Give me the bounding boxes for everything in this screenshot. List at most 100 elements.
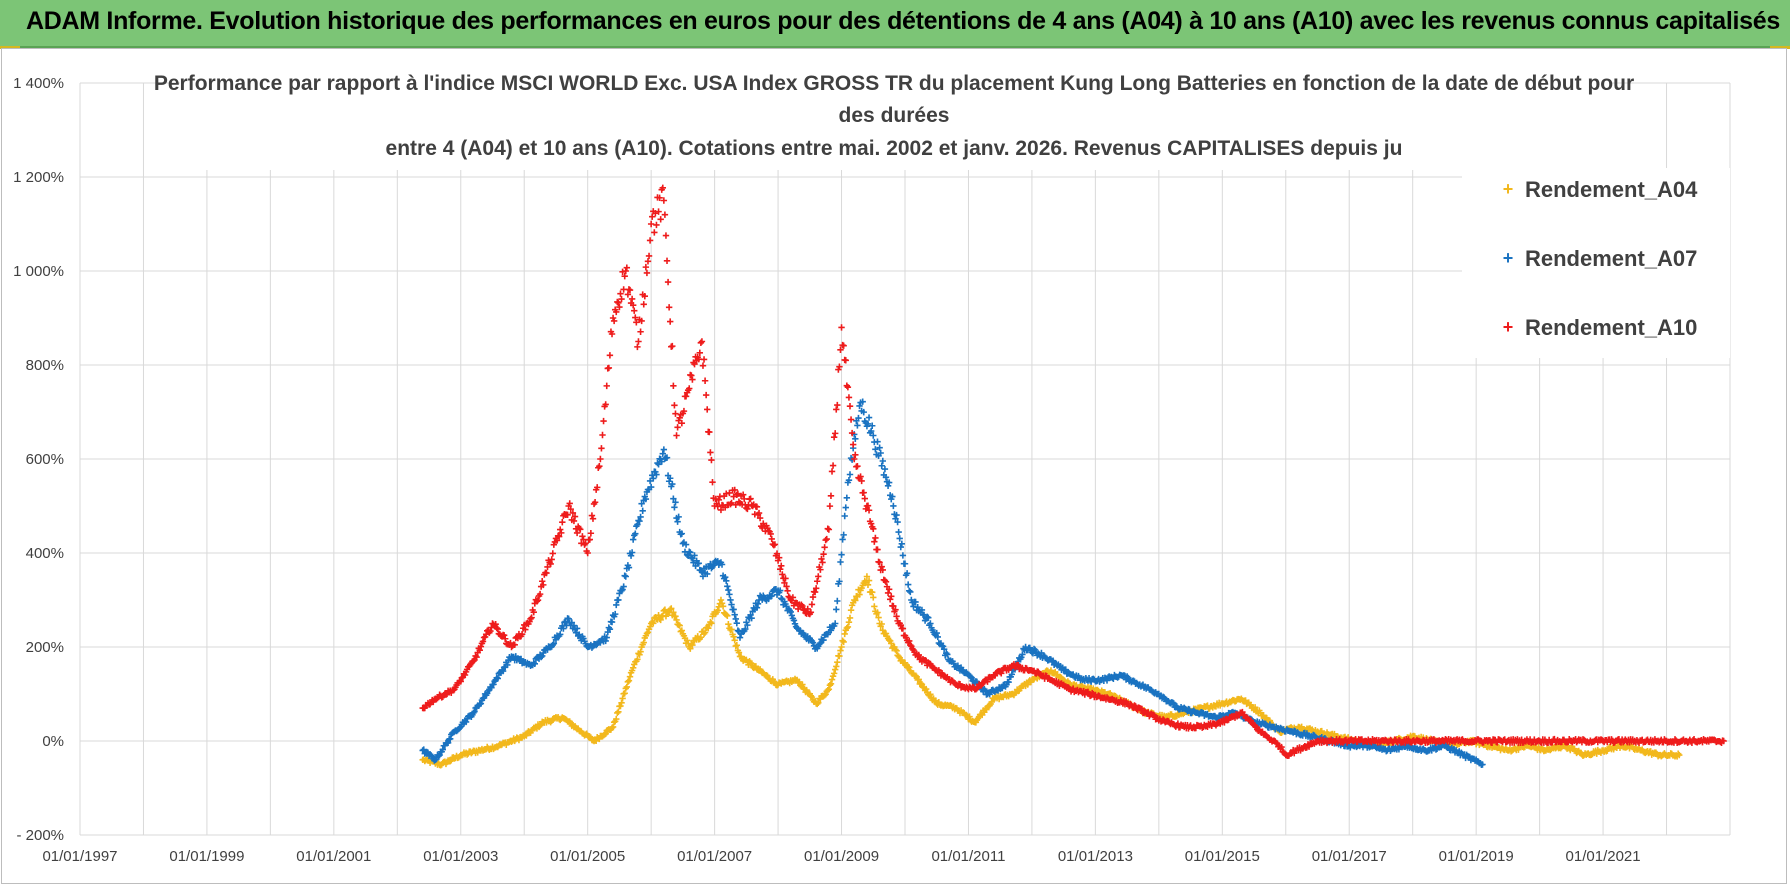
data-point-interp — [824, 687, 831, 694]
data-point-interp — [704, 570, 711, 578]
data-point-interp — [666, 475, 674, 482]
data-point-interp — [874, 609, 881, 616]
data-point-interp — [1150, 711, 1157, 718]
data-point-interp — [907, 588, 914, 596]
data-point-interp — [539, 652, 546, 660]
data-point-interp — [631, 307, 638, 314]
data-point-interp — [671, 402, 678, 409]
data-point-interp — [629, 301, 637, 309]
data-point-interp — [944, 651, 951, 658]
data-point-interp — [701, 629, 709, 636]
data-point-interp — [619, 586, 626, 593]
data-point-interp — [547, 560, 554, 568]
data-point-interp — [833, 406, 840, 413]
data-point-interp — [789, 594, 797, 601]
data-point-interp — [526, 618, 533, 625]
data-point-interp — [691, 552, 698, 559]
data-point-interp — [540, 581, 547, 589]
y-tick-label: 400% — [26, 545, 64, 562]
data-point-interp — [644, 258, 652, 265]
data-point-interp — [476, 646, 484, 654]
data-point-interp — [1280, 749, 1287, 756]
data-point-interp — [906, 664, 913, 671]
data-point-interp — [472, 652, 479, 660]
data-point-interp — [435, 752, 442, 760]
data-point-interp — [700, 356, 708, 363]
data-point-interp — [588, 512, 596, 519]
data-point-interp — [950, 660, 957, 667]
data-point-interp — [943, 649, 950, 657]
data-point-interp — [822, 691, 829, 698]
data-point-interp — [603, 382, 610, 390]
data-point — [597, 455, 604, 463]
data-point — [673, 432, 680, 439]
data-point-interp — [854, 462, 861, 470]
data-point-interp — [909, 645, 916, 653]
data-point-interp — [530, 659, 537, 667]
series-Rendement_A07 — [419, 398, 1486, 769]
data-point-interp — [861, 495, 869, 502]
data-point-interp — [626, 673, 634, 680]
data-point-interp — [940, 646, 948, 653]
data-point-interp — [730, 606, 737, 613]
data-point-interp — [533, 598, 541, 605]
data-point-interp — [827, 492, 835, 500]
data-point-interp — [659, 450, 666, 457]
data-point-interp — [1064, 683, 1072, 691]
x-tick-label: 01/01/2021 — [1566, 848, 1641, 865]
data-point-interp — [602, 730, 609, 737]
legend-item-a07: + Rendement_A07 — [1503, 246, 1698, 271]
data-point-interp — [668, 605, 675, 612]
data-point-interp — [717, 506, 725, 514]
data-point-interp — [539, 578, 546, 585]
data-point-interp — [493, 624, 500, 632]
data-point-interp — [649, 618, 656, 626]
data-point-interp — [778, 562, 785, 570]
data-point-interp — [933, 629, 940, 637]
data-point-interp — [640, 301, 647, 308]
data-point — [838, 324, 845, 331]
data-point-interp — [684, 386, 692, 394]
data-point-interp — [912, 598, 919, 606]
header-banner: ADAM Informe. Evolution historique des p… — [0, 0, 1790, 48]
y-tick-label: 1 400% — [13, 75, 64, 92]
data-point-interp — [674, 424, 681, 431]
data-point-interp — [695, 560, 702, 567]
data-point-interp — [881, 577, 889, 584]
data-point-interp — [554, 532, 562, 540]
banner-title: ADAM Informe. Evolution historique des p… — [26, 7, 1780, 35]
data-point-interp — [673, 616, 680, 624]
data-point-interp — [683, 637, 691, 644]
data-point-interp — [642, 495, 650, 503]
data-point-interp — [531, 660, 539, 668]
data-point-interp — [444, 739, 452, 746]
data-point-interp — [814, 578, 821, 585]
axis-labels: - 200% 0% 200% 400% 600% 800% 1 000% 1 200% 1 40… — [13, 75, 1640, 865]
data-point-interp — [878, 620, 885, 628]
data-point-interp — [610, 317, 618, 325]
data-point-interp — [837, 558, 844, 566]
data-point-interp — [629, 664, 637, 671]
data-point-interp — [831, 666, 839, 673]
data-point-interp — [718, 600, 726, 607]
data-point-interp — [897, 543, 904, 551]
data-point-interp — [626, 286, 634, 294]
data-point-interp — [617, 290, 624, 297]
data-point-interp — [566, 500, 573, 507]
data-point-interp — [815, 573, 822, 580]
data-point-interp — [556, 631, 564, 638]
data-point-interp — [871, 538, 878, 545]
data-point-interp — [638, 500, 645, 507]
data-point-interp — [859, 398, 866, 405]
data-point-interp — [748, 615, 755, 622]
data-point-interp — [839, 536, 846, 543]
data-point-interp — [600, 417, 607, 425]
data-point-interp — [643, 269, 651, 277]
data-point-interp — [591, 499, 599, 506]
data-point-interp — [699, 573, 707, 580]
data-point-interp — [530, 608, 537, 616]
data-point-interp — [967, 673, 974, 680]
data-point-interp — [613, 308, 620, 316]
data-point-interp — [657, 616, 664, 624]
